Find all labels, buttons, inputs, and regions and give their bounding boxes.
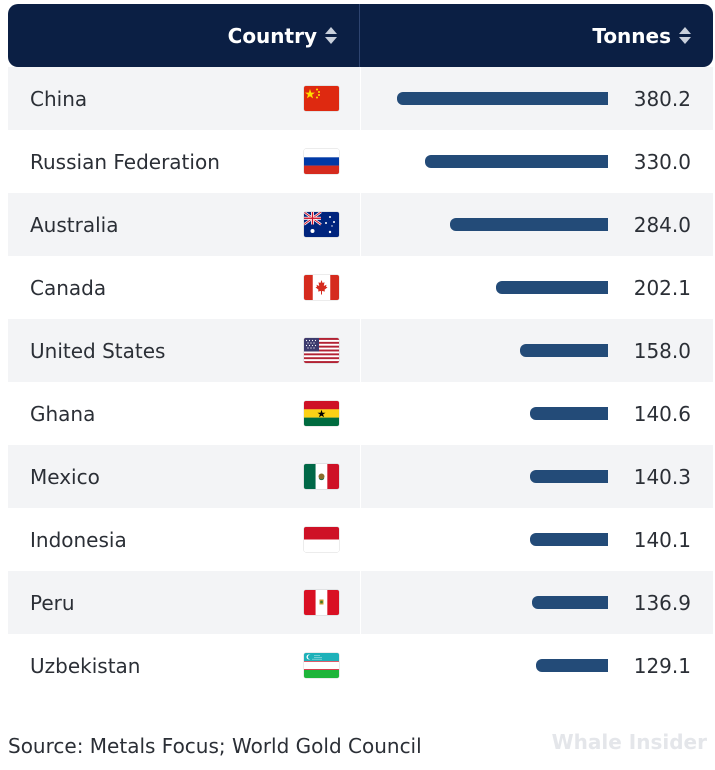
column-divider	[360, 130, 361, 193]
value-bar	[397, 92, 608, 105]
column-divider	[360, 634, 361, 697]
canada-flag-icon	[304, 275, 339, 300]
tonnes-value: 129.1	[633, 653, 691, 678]
country-header-label: Country	[227, 23, 317, 48]
tonnes-value: 158.0	[633, 338, 691, 363]
russia-flag-icon	[304, 149, 339, 174]
country-name: Canada	[30, 275, 107, 300]
column-divider	[360, 256, 361, 319]
table-row: Uzbekistan 129.1	[8, 634, 713, 697]
table-row: Peru 136.9	[8, 571, 713, 634]
china-flag-icon	[304, 86, 339, 111]
column-divider	[360, 67, 361, 130]
country-name: Uzbekistan	[30, 653, 141, 678]
tonnes-value: 380.2	[633, 86, 691, 111]
tonnes-value: 284.0	[633, 212, 691, 237]
sort-icon[interactable]	[679, 27, 691, 44]
value-bar	[530, 470, 608, 483]
column-divider	[360, 382, 361, 445]
table-row: Ghana 140.6	[8, 382, 713, 445]
source-note: Source: Metals Focus; World Gold Council	[8, 734, 422, 758]
country-column-header[interactable]: Country	[8, 4, 360, 67]
column-divider	[360, 445, 361, 508]
sort-icon[interactable]	[325, 27, 337, 44]
table-row: Canada 202.1	[8, 256, 713, 319]
watermark-logo: Whale Insider	[551, 730, 707, 754]
value-bar	[425, 155, 608, 168]
value-bar	[530, 407, 608, 420]
indonesia-flag-icon	[304, 527, 339, 552]
usa-flag-icon	[304, 338, 339, 363]
country-name: United States	[30, 338, 166, 363]
country-name: Australia	[30, 212, 119, 237]
column-divider	[360, 319, 361, 382]
tonnes-value: 140.6	[633, 401, 691, 426]
column-divider	[360, 193, 361, 256]
column-divider	[360, 571, 361, 634]
country-name: Russian Federation	[30, 149, 220, 174]
table-row: China 380.2	[8, 67, 713, 130]
uzbekistan-flag-icon	[304, 653, 339, 678]
table-row: Russian Federation 330.0	[8, 130, 713, 193]
country-name: Mexico	[30, 464, 100, 489]
gold-production-table: Country Tonnes China 380.2 Russian Federat…	[8, 4, 713, 697]
tonnes-value: 140.1	[633, 527, 691, 552]
tonnes-value: 330.0	[633, 149, 691, 174]
value-bar	[530, 533, 608, 546]
mexico-flag-icon	[304, 464, 339, 489]
tonnes-column-header[interactable]: Tonnes	[360, 4, 713, 67]
value-bar	[536, 659, 608, 672]
table-body: China 380.2 Russian Federation 330.0 Austral…	[8, 67, 713, 697]
country-name: Ghana	[30, 401, 96, 426]
value-bar	[496, 281, 608, 294]
country-name: China	[30, 86, 88, 111]
country-name: Indonesia	[30, 527, 127, 552]
tonnes-header-label: Tonnes	[592, 23, 671, 48]
table-row: United States 158.0	[8, 319, 713, 382]
table-header: Country Tonnes	[8, 4, 713, 67]
table-row: Mexico 140.3	[8, 445, 713, 508]
tonnes-value: 140.3	[633, 464, 691, 489]
table-row: Australia 284.0	[8, 193, 713, 256]
australia-flag-icon	[304, 212, 339, 237]
country-name: Peru	[30, 590, 75, 615]
table-row: Indonesia 140.1	[8, 508, 713, 571]
tonnes-value: 202.1	[633, 275, 691, 300]
tonnes-value: 136.9	[633, 590, 691, 615]
value-bar	[450, 218, 608, 231]
value-bar	[532, 596, 608, 609]
ghana-flag-icon	[304, 401, 339, 426]
column-divider	[360, 508, 361, 571]
peru-flag-icon	[304, 590, 339, 615]
value-bar	[520, 344, 608, 357]
